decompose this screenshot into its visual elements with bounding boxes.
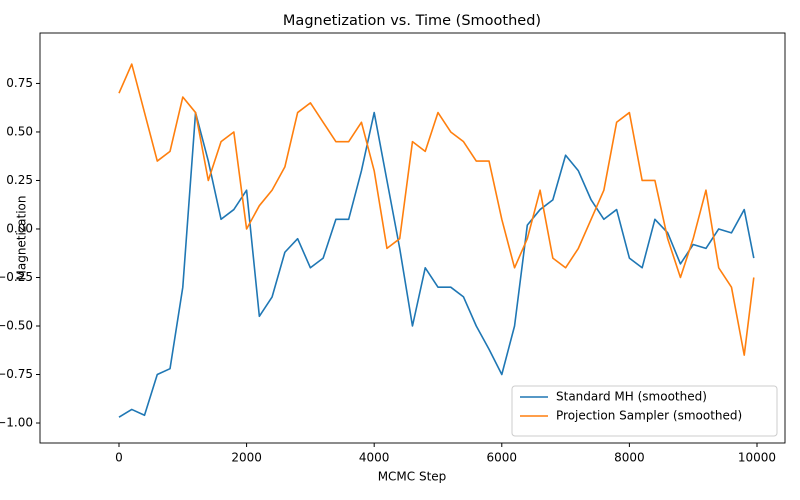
legend-box	[511, 385, 778, 437]
x-tick-label: 4000	[359, 451, 390, 465]
x-tick-label: 2000	[231, 451, 262, 465]
x-axis-label: MCMC Step	[378, 470, 447, 484]
legend-label: Projection Sampler (smoothed)	[556, 409, 742, 423]
legend-label: Standard MH (smoothed)	[556, 390, 707, 404]
y-axis-label: Magnetization	[15, 196, 29, 281]
y-tick-label: 0.75	[6, 76, 33, 90]
x-tick-label: 0	[115, 451, 123, 465]
y-tick-label: 0.25	[6, 173, 33, 187]
x-tick-label: 6000	[487, 451, 518, 465]
y-tick-label: 0.50	[6, 124, 33, 138]
x-tick-label: 10000	[738, 451, 776, 465]
y-tick-label: −0.25	[0, 270, 33, 284]
chart-title: Magnetization vs. Time (Smoothed)	[283, 13, 541, 29]
y-tick-label: −0.50	[0, 318, 33, 332]
x-tick-label: 8000	[614, 451, 645, 465]
series-line	[118, 63, 755, 356]
y-tick-label: −1.00	[0, 416, 33, 430]
y-tick-label: 0.00	[6, 221, 33, 235]
y-tick-label: −0.75	[0, 367, 33, 381]
axes-frame	[39, 32, 786, 444]
series-line	[118, 111, 755, 418]
